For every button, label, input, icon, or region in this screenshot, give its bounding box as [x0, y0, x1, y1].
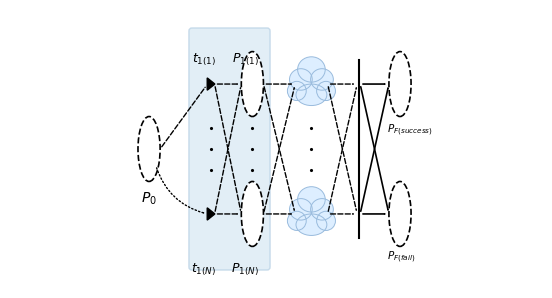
FancyArrowPatch shape	[361, 88, 388, 211]
FancyArrowPatch shape	[264, 87, 294, 210]
Ellipse shape	[317, 81, 336, 100]
Ellipse shape	[138, 117, 160, 181]
Text: $P_{1(N)}$: $P_{1(N)}$	[231, 261, 259, 277]
Ellipse shape	[241, 181, 263, 246]
Ellipse shape	[311, 198, 333, 220]
Ellipse shape	[288, 81, 306, 100]
Ellipse shape	[296, 214, 327, 235]
Text: $P_{F(success)}$: $P_{F(success)}$	[387, 122, 433, 138]
Text: $t_{1(N)}$: $t_{1(N)}$	[191, 261, 216, 277]
FancyArrowPatch shape	[328, 87, 356, 210]
Text: $t_{1(1)}$: $t_{1(1)}$	[192, 52, 216, 68]
Ellipse shape	[295, 200, 328, 228]
Polygon shape	[207, 78, 215, 90]
Ellipse shape	[295, 70, 328, 98]
Ellipse shape	[389, 181, 411, 246]
Ellipse shape	[298, 187, 325, 212]
Text: $P_{1(1)}$: $P_{1(1)}$	[232, 52, 258, 68]
FancyArrowPatch shape	[215, 88, 241, 211]
Text: $P_0$: $P_0$	[141, 190, 157, 207]
Polygon shape	[207, 208, 215, 220]
Ellipse shape	[296, 84, 327, 105]
Ellipse shape	[289, 69, 312, 90]
FancyArrowPatch shape	[162, 87, 205, 147]
Ellipse shape	[298, 57, 325, 82]
FancyArrowPatch shape	[157, 168, 204, 213]
Ellipse shape	[288, 211, 306, 230]
FancyArrowPatch shape	[215, 87, 241, 210]
FancyArrowPatch shape	[361, 87, 388, 210]
FancyArrowPatch shape	[264, 88, 294, 211]
Ellipse shape	[389, 52, 411, 117]
FancyBboxPatch shape	[189, 28, 270, 270]
FancyArrowPatch shape	[328, 88, 356, 211]
Ellipse shape	[289, 198, 312, 220]
Ellipse shape	[311, 69, 333, 90]
Text: $P_{F(fail)}$: $P_{F(fail)}$	[387, 249, 415, 265]
Ellipse shape	[317, 211, 336, 230]
Ellipse shape	[241, 52, 263, 117]
